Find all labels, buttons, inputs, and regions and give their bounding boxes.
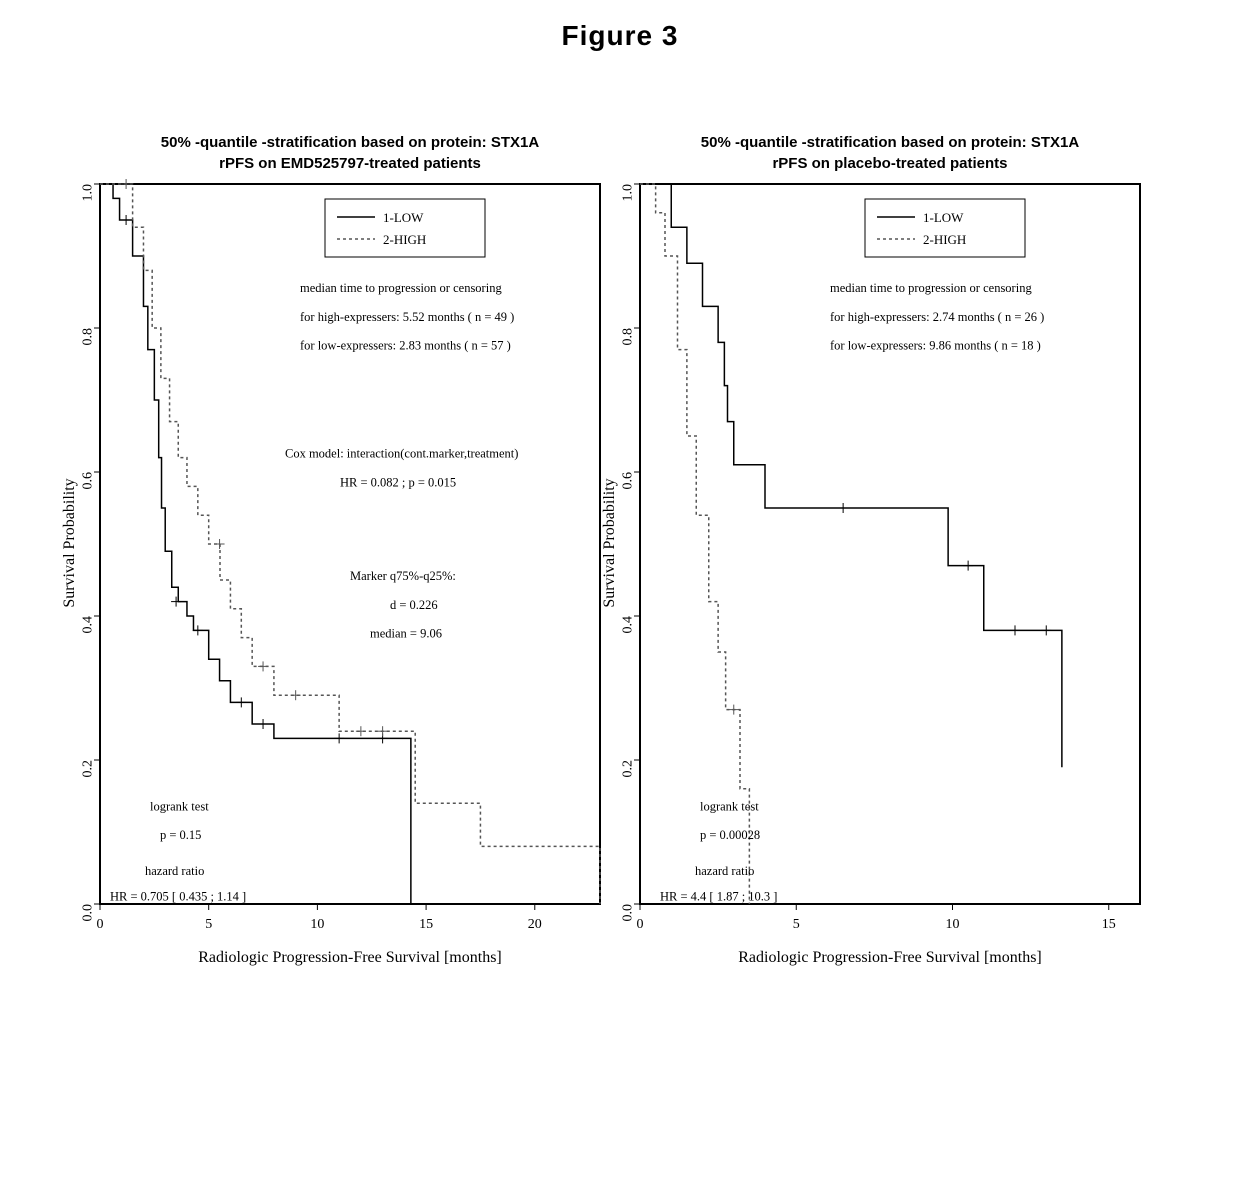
left-y-label: Survival Probability — [61, 443, 79, 643]
svg-text:HR = 0.705 [ 0.435 ; 1.14 ]: HR = 0.705 [ 0.435 ; 1.14 ] — [110, 889, 246, 903]
svg-text:median time to progression or: median time to progression or censoring — [830, 281, 1032, 295]
svg-text:10: 10 — [946, 917, 960, 932]
svg-text:0.4: 0.4 — [621, 616, 636, 634]
svg-text:20: 20 — [528, 917, 542, 932]
svg-text:for high-expressers: 2.74 mont: for high-expressers: 2.74 months ( n = 2… — [830, 310, 1044, 324]
svg-text:logrank test: logrank test — [700, 799, 759, 813]
right-title-l2: rPFS on placebo-treated patients — [772, 155, 1007, 172]
right-panel: 50% -quantile -stratification based on p… — [640, 132, 1140, 967]
svg-text:for low-expressers: 9.86 month: for low-expressers: 9.86 months ( n = 18… — [830, 339, 1041, 353]
svg-text:0.8: 0.8 — [621, 328, 636, 346]
panels-container: 50% -quantile -stratification based on p… — [0, 132, 1240, 967]
svg-text:0.8: 0.8 — [81, 328, 96, 346]
svg-text:HR = 0.082 ; p = 0.015: HR = 0.082 ; p = 0.015 — [340, 475, 456, 489]
svg-text:logrank test: logrank test — [150, 799, 209, 813]
figure-title: Figure 3 — [0, 0, 1240, 52]
left-plot: 051015200.00.20.40.60.81.01-LOW2-HIGHmed… — [100, 184, 600, 904]
svg-text:0.6: 0.6 — [81, 472, 96, 490]
right-plot: 0510150.00.20.40.60.81.01-LOW2-HIGHmedia… — [640, 184, 1140, 904]
svg-text:for high-expressers: 5.52 mont: for high-expressers: 5.52 months ( n = 4… — [300, 310, 514, 324]
right-title: 50% -quantile -stratification based on p… — [640, 132, 1140, 174]
svg-text:1.0: 1.0 — [621, 184, 636, 202]
svg-text:hazard ratio: hazard ratio — [145, 864, 204, 878]
svg-text:0.6: 0.6 — [621, 472, 636, 490]
svg-text:0.2: 0.2 — [81, 760, 96, 778]
svg-text:d = 0.226: d = 0.226 — [390, 598, 438, 612]
svg-text:2-HIGH: 2-HIGH — [923, 232, 966, 247]
left-title: 50% -quantile -stratification based on p… — [100, 132, 600, 174]
svg-text:0.0: 0.0 — [621, 904, 636, 922]
svg-text:Marker q75%-q25%:: Marker q75%-q25%: — [350, 569, 456, 583]
svg-text:Cox model: interaction(cont.ma: Cox model: interaction(cont.marker,treat… — [285, 447, 518, 461]
svg-text:0: 0 — [637, 917, 644, 932]
left-x-label: Radiologic Progression-Free Survival [mo… — [100, 949, 600, 967]
svg-text:1-LOW: 1-LOW — [923, 210, 964, 225]
svg-text:1.0: 1.0 — [81, 184, 96, 202]
svg-text:0.4: 0.4 — [81, 616, 96, 634]
svg-text:15: 15 — [419, 917, 433, 932]
right-x-label: Radiologic Progression-Free Survival [mo… — [640, 949, 1140, 967]
svg-text:5: 5 — [205, 917, 212, 932]
left-title-l1: 50% -quantile -stratification based on p… — [161, 134, 539, 151]
svg-text:for low-expressers: 2.83 month: for low-expressers: 2.83 months ( n = 57… — [300, 339, 511, 353]
svg-text:1-LOW: 1-LOW — [383, 210, 424, 225]
svg-text:p = 0.00028: p = 0.00028 — [700, 828, 760, 842]
svg-text:2-HIGH: 2-HIGH — [383, 232, 426, 247]
svg-text:median = 9.06: median = 9.06 — [370, 627, 442, 641]
svg-text:median time to progression or: median time to progression or censoring — [300, 281, 502, 295]
svg-text:HR = 4.4 [ 1.87 ; 10.3 ]: HR = 4.4 [ 1.87 ; 10.3 ] — [660, 889, 777, 903]
svg-text:10: 10 — [310, 917, 324, 932]
svg-text:0.0: 0.0 — [81, 904, 96, 922]
svg-text:0.2: 0.2 — [621, 760, 636, 778]
svg-text:hazard ratio: hazard ratio — [695, 864, 754, 878]
right-y-label: Survival Probability — [601, 443, 619, 643]
left-panel: 50% -quantile -stratification based on p… — [100, 132, 600, 967]
svg-text:0: 0 — [97, 917, 104, 932]
left-title-l2: rPFS on EMD525797-treated patients — [219, 155, 481, 172]
svg-text:15: 15 — [1102, 917, 1116, 932]
svg-text:5: 5 — [793, 917, 800, 932]
svg-text:p = 0.15: p = 0.15 — [160, 828, 201, 842]
right-title-l1: 50% -quantile -stratification based on p… — [701, 134, 1079, 151]
